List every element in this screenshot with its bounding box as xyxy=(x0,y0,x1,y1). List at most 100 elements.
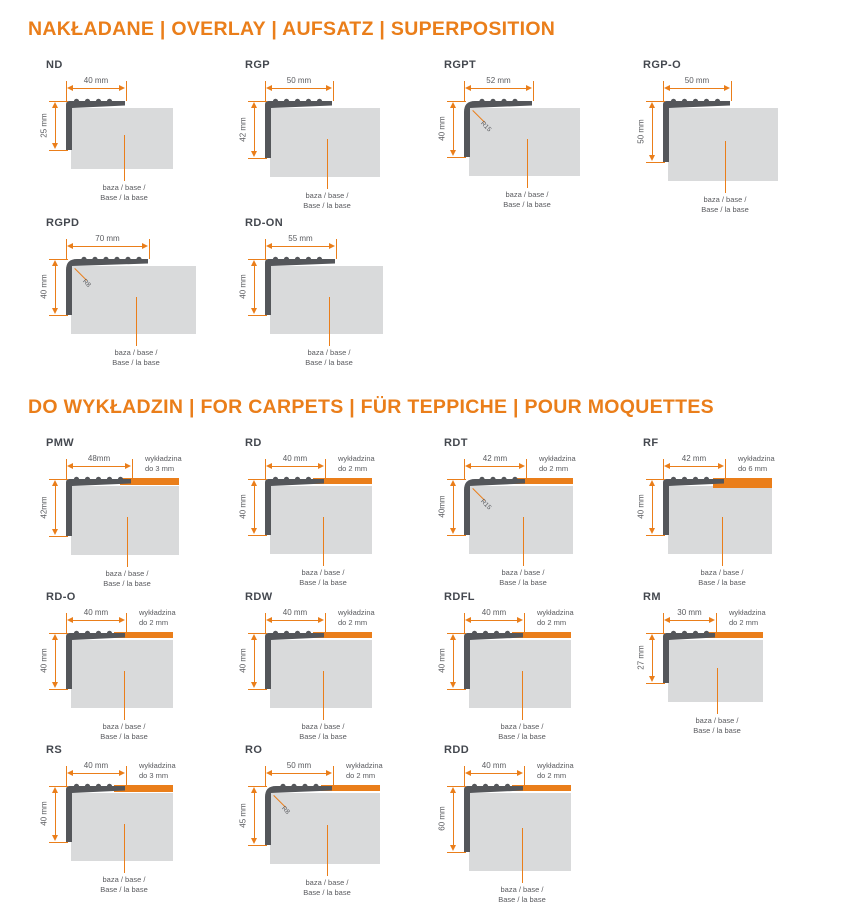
base-block xyxy=(668,486,772,554)
profile-name: RGP xyxy=(245,59,271,71)
height-dim-extension-top xyxy=(248,786,267,787)
profile-card: RGPD 70 mm 40 mm R8 baza / base / Base /… xyxy=(36,217,235,370)
base-leader-line xyxy=(717,667,718,714)
width-dim-extension-right xyxy=(524,613,525,633)
height-dim-extension-bottom xyxy=(646,535,665,536)
height-dim-label: 60 mm xyxy=(437,806,447,831)
base-label-line2: Base / la base xyxy=(303,200,351,210)
profile-cross-section xyxy=(265,783,332,845)
width-dim-line xyxy=(270,246,331,247)
base-block xyxy=(270,266,383,334)
height-dim-arrow-up xyxy=(649,102,655,108)
width-dim-extension-left xyxy=(663,81,664,101)
width-dim-arrow-left xyxy=(465,85,471,91)
width-dim-arrow-left xyxy=(664,463,670,469)
height-dim-arrow-down xyxy=(251,838,257,844)
width-dim-extension-left xyxy=(265,613,266,633)
base-leader-line xyxy=(725,140,726,193)
base-block xyxy=(270,640,372,708)
base-label-line1: baza / base / xyxy=(695,716,739,725)
height-dim-extension-top xyxy=(646,101,665,102)
width-dim-extension-right xyxy=(725,459,726,479)
profile-card: RD-ON 55 mm 40 mm baza / base / Base / l… xyxy=(235,217,434,370)
base-block xyxy=(71,108,173,169)
base-label-line2: Base / la base xyxy=(305,357,353,367)
width-dim-extension-left xyxy=(265,459,266,479)
carpet-strip xyxy=(321,785,380,791)
base-label: baza / base / Base / la base xyxy=(473,568,573,587)
base-block xyxy=(469,640,571,708)
section-overlay-grid: ND 40 mm 25 mm baza / base / Base / la b… xyxy=(36,59,852,370)
profile-diagram: 40 mm 40 mm baza / base / Base / la base… xyxy=(235,607,434,744)
carpet-label: wykładzina do 2 mm xyxy=(139,608,176,627)
width-dim-extension-right xyxy=(149,239,150,259)
profile-diagram: 50 mm 42 mm baza / base / Base / la base xyxy=(235,75,434,213)
base-label-line2: Base / la base xyxy=(693,725,741,735)
height-dim-line xyxy=(254,264,255,310)
width-dim-line xyxy=(668,620,711,621)
base-label-line2: Base / la base xyxy=(299,577,347,587)
base-label: baza / base / Base / la base xyxy=(86,348,186,367)
width-dim-arrow-right xyxy=(329,243,335,249)
base-label: baza / base / Base / la base xyxy=(279,348,379,367)
profile-diagram: 42 mm 40mm R15 baza / base / Base / la b… xyxy=(434,453,633,590)
profile-diagram: 50 mm 50 mm baza / base / Base / la base xyxy=(633,75,832,217)
base-leader-line xyxy=(329,296,330,346)
carpet-strip xyxy=(713,478,772,488)
profile-diagram: 48mm 42mm baza / base / Base / la base w… xyxy=(36,453,235,591)
width-dim-line xyxy=(71,620,121,621)
base-label-line1: baza / base / xyxy=(114,348,158,357)
carpet-label-line2: do 3 mm xyxy=(139,770,169,780)
width-dim-extension-left xyxy=(66,459,67,479)
height-dim-extension-bottom xyxy=(447,689,466,690)
carpet-label-line1: wykładzina xyxy=(338,454,375,463)
width-dim-extension-left xyxy=(663,613,664,633)
base-leader-line xyxy=(523,516,524,566)
carpet-label-line1: wykładzina xyxy=(139,608,176,617)
height-dim-extension-bottom xyxy=(49,536,68,537)
profile-diagram: 40 mm 60 mm baza / base / Base / la base… xyxy=(434,760,633,907)
height-dim-arrow-up xyxy=(251,260,257,266)
width-dim-line xyxy=(71,246,144,247)
height-dim-label: 40 mm xyxy=(238,648,248,673)
height-dim-arrow-up xyxy=(52,634,58,640)
width-dim-label: 42 mm xyxy=(482,454,508,463)
height-dim-line xyxy=(652,484,653,530)
carpet-label: wykładzina do 2 mm xyxy=(729,608,766,627)
height-dim-arrow-down xyxy=(450,150,456,156)
carpet-label-line1: wykładzina xyxy=(139,761,176,770)
profile-cross-section xyxy=(464,98,532,157)
height-dim-label: 40 mm xyxy=(437,116,447,141)
profile-name: RD-O xyxy=(46,591,76,603)
height-dim-extension-top xyxy=(447,101,466,102)
width-dim-extension-right xyxy=(333,766,334,786)
carpet-label-line2: do 6 mm xyxy=(738,463,768,473)
base-label-line2: Base / la base xyxy=(498,731,546,741)
height-dim-line xyxy=(652,106,653,157)
height-dim-arrow-down xyxy=(52,308,58,314)
base-label-line1: baza / base / xyxy=(500,722,544,731)
height-dim-label: 40 mm xyxy=(437,648,447,673)
base-label: baza / base / Base / la base xyxy=(273,722,373,741)
width-dim-extension-right xyxy=(325,613,326,633)
base-leader-line xyxy=(323,516,324,566)
height-dim-extension-bottom xyxy=(447,157,466,158)
height-dim-extension-bottom xyxy=(646,162,665,163)
width-dim-extension-right xyxy=(333,81,334,101)
height-dim-label: 40 mm xyxy=(238,274,248,299)
base-label: baza / base / Base / la base xyxy=(472,885,572,904)
height-dim-extension-top xyxy=(248,101,267,102)
profile-card: RGP-O 50 mm 50 mm baza / base / Base / l… xyxy=(633,59,832,217)
height-dim-label: 27 mm xyxy=(636,645,646,670)
width-dim-label: 40 mm xyxy=(83,608,109,617)
carpet-label: wykładzina do 2 mm xyxy=(537,608,574,627)
width-dim-label: 55 mm xyxy=(288,234,313,243)
base-block xyxy=(71,793,173,861)
width-dim-arrow-left xyxy=(67,243,73,249)
base-block xyxy=(270,108,380,177)
height-dim-line xyxy=(55,638,56,684)
height-dim-line xyxy=(453,791,454,847)
section-carpets-grid: PMW 48mm 42mm baza / base / Base / la ba… xyxy=(36,437,852,907)
height-dim-arrow-down xyxy=(450,682,456,688)
section-overlay-title: NAKŁADANE | OVERLAY | AUFSATZ | SUPERPOS… xyxy=(28,18,556,40)
